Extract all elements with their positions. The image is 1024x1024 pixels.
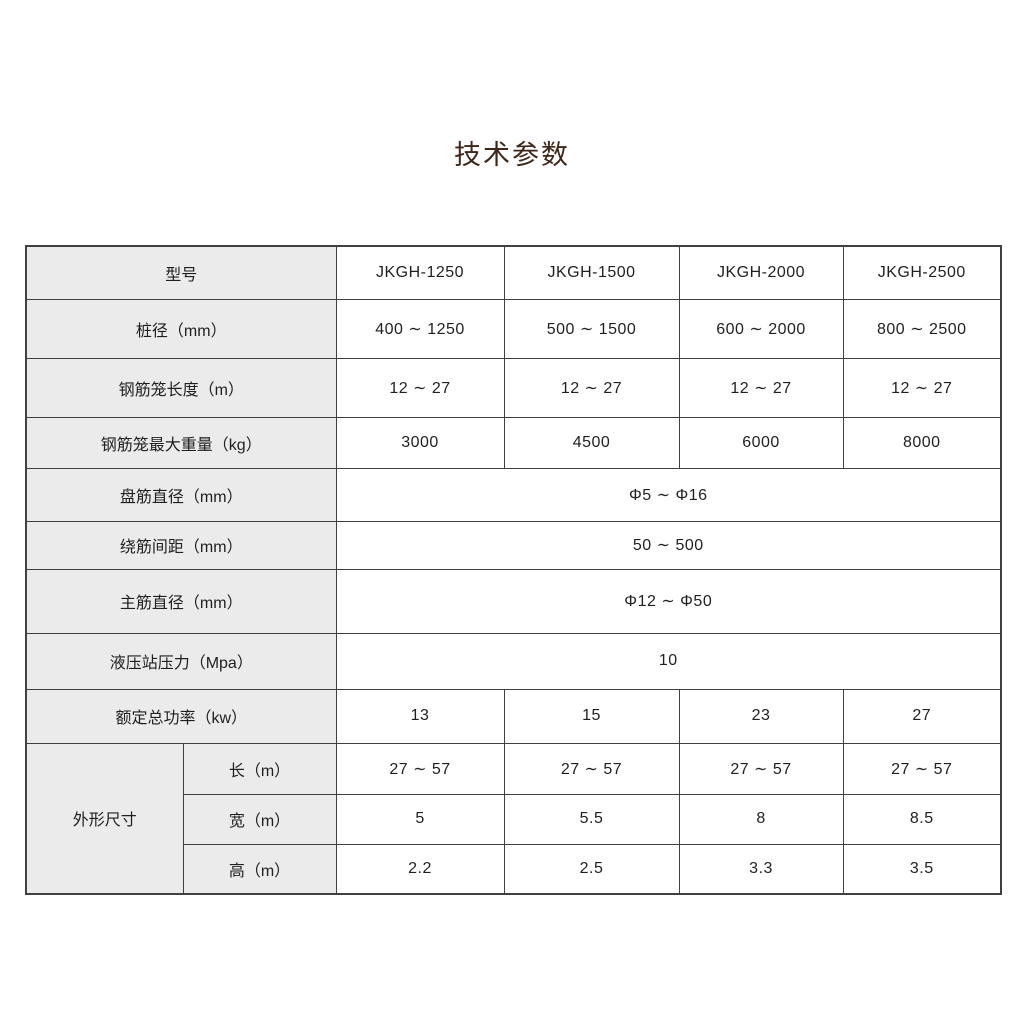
spec-value: 27 ∼ 57 bbox=[678, 742, 844, 795]
row-label-model: 型号 bbox=[25, 245, 337, 300]
spec-value: 3000 bbox=[335, 416, 505, 469]
spec-value: 600 ∼ 2000 bbox=[678, 298, 844, 359]
page-title: 技术参数 bbox=[454, 140, 570, 170]
row-label: 钢筋笼最大重量（kg） bbox=[25, 416, 337, 469]
merged-spec-value: 10 bbox=[335, 632, 1002, 690]
table-row-dimension-width: 宽（m） 5 5.5 8 8.5 bbox=[26, 793, 1002, 845]
spec-table: 型号 JKGH-1250 JKGH-1500 JKGH-2000 JKGH-25… bbox=[25, 245, 1003, 895]
row-label: 液压站压力（Mpa） bbox=[25, 632, 337, 690]
model-header: JKGH-1250 bbox=[335, 245, 505, 300]
spec-value: 4500 bbox=[503, 416, 680, 469]
spec-value: 12 ∼ 27 bbox=[842, 357, 1002, 418]
model-header: JKGH-2000 bbox=[678, 245, 844, 300]
spec-value: 3.5 bbox=[842, 843, 1002, 895]
spec-value: 800 ∼ 2500 bbox=[842, 298, 1002, 359]
merged-spec-value: Φ12 ∼ Φ50 bbox=[335, 568, 1002, 634]
spec-value: 27 ∼ 57 bbox=[335, 742, 505, 795]
row-label: 盘筋直径（mm） bbox=[25, 467, 337, 522]
dimension-sub-label: 长（m） bbox=[182, 742, 337, 795]
merged-spec-value: Φ5 ∼ Φ16 bbox=[335, 467, 1002, 522]
table-row-main-bar-diameter: 主筋直径（mm） Φ12 ∼ Φ50 bbox=[25, 568, 1002, 634]
spec-value: 8000 bbox=[842, 416, 1002, 469]
spec-value: 2.2 bbox=[335, 843, 505, 895]
table-row-cage-length: 钢筋笼长度（m） 12 ∼ 27 12 ∼ 27 12 ∼ 27 12 ∼ 27 bbox=[25, 357, 1002, 418]
table-row-dimension-length: 外形尺寸 长（m） 27 ∼ 57 27 ∼ 57 27 ∼ 57 27 ∼ 5… bbox=[25, 742, 1002, 895]
spec-value: 12 ∼ 27 bbox=[503, 357, 680, 418]
table-row-cage-max-weight: 钢筋笼最大重量（kg） 3000 4500 6000 8000 bbox=[25, 416, 1002, 469]
table-row-hydraulic-pressure: 液压站压力（Mpa） 10 bbox=[25, 632, 1002, 690]
spec-value: 5 bbox=[335, 793, 505, 845]
spec-value: 12 ∼ 27 bbox=[335, 357, 505, 418]
spec-value: 27 bbox=[842, 688, 1002, 744]
table-row-model: 型号 JKGH-1250 JKGH-1500 JKGH-2000 JKGH-25… bbox=[25, 245, 1002, 300]
dimension-group-label: 外形尺寸 bbox=[25, 742, 184, 895]
spec-value: 500 ∼ 1500 bbox=[503, 298, 680, 359]
table-row-dimension-height: 高（m） 2.2 2.5 3.3 3.5 bbox=[26, 843, 1002, 895]
row-label: 桩径（mm） bbox=[25, 298, 337, 359]
spec-value: 8.5 bbox=[842, 793, 1002, 845]
merged-spec-value: 50 ∼ 500 bbox=[335, 520, 1002, 570]
row-label: 绕筋间距（mm） bbox=[25, 520, 337, 570]
table-row-winding-spacing: 绕筋间距（mm） 50 ∼ 500 bbox=[25, 520, 1002, 570]
spec-value: 23 bbox=[678, 688, 844, 744]
table-row-rated-power: 额定总功率（kw） 13 15 23 27 bbox=[25, 688, 1002, 744]
row-label: 主筋直径（mm） bbox=[25, 568, 337, 634]
row-label: 额定总功率（kw） bbox=[25, 688, 337, 744]
spec-value: 13 bbox=[335, 688, 505, 744]
spec-value: 12 ∼ 27 bbox=[678, 357, 844, 418]
model-header: JKGH-1500 bbox=[503, 245, 680, 300]
spec-value: 6000 bbox=[678, 416, 844, 469]
table-row-pile-diameter: 桩径（mm） 400 ∼ 1250 500 ∼ 1500 600 ∼ 2000 … bbox=[25, 298, 1002, 359]
dimension-sub-label: 宽（m） bbox=[182, 793, 337, 845]
spec-value: 2.5 bbox=[503, 843, 680, 895]
model-header: JKGH-2500 bbox=[842, 245, 1002, 300]
spec-value: 8 bbox=[678, 793, 844, 845]
table-row-coil-bar-diameter: 盘筋直径（mm） Φ5 ∼ Φ16 bbox=[25, 467, 1002, 522]
spec-value: 5.5 bbox=[503, 793, 680, 845]
spec-value: 15 bbox=[503, 688, 680, 744]
spec-value: 27 ∼ 57 bbox=[503, 742, 680, 795]
dimension-sub-label: 高（m） bbox=[182, 843, 337, 895]
spec-value: 27 ∼ 57 bbox=[842, 742, 1002, 795]
spec-value: 3.3 bbox=[678, 843, 844, 895]
spec-value: 400 ∼ 1250 bbox=[335, 298, 505, 359]
row-label: 钢筋笼长度（m） bbox=[25, 357, 337, 418]
